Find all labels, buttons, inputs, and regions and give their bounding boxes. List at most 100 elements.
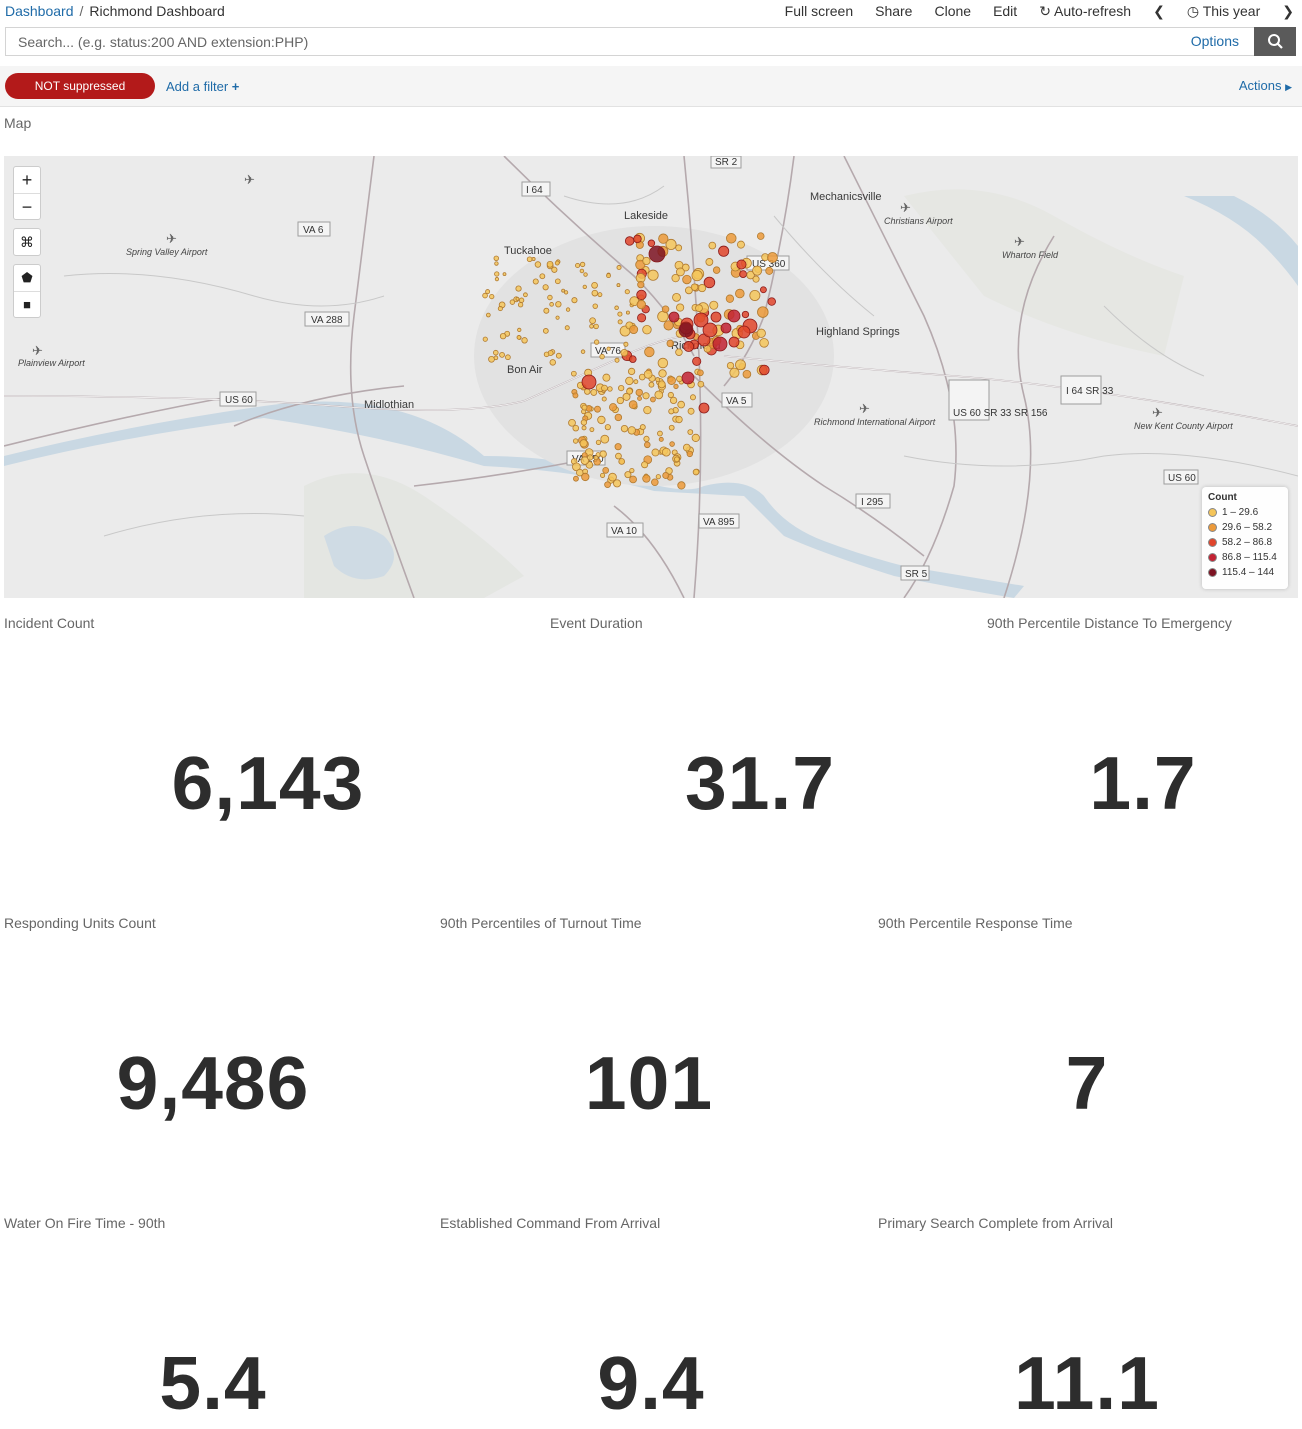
incident-marker xyxy=(735,359,746,371)
incident-marker xyxy=(485,289,491,295)
incident-marker xyxy=(614,413,623,422)
time-next-button[interactable]: ❯ xyxy=(1282,3,1294,20)
incident-marker xyxy=(616,283,621,288)
incident-marker xyxy=(497,306,503,312)
incident-marker xyxy=(614,305,619,311)
incident-marker xyxy=(691,433,700,442)
incident-marker xyxy=(509,299,516,305)
metric-value: 7 xyxy=(1065,1041,1109,1125)
incident-marker xyxy=(665,238,677,250)
edit-button[interactable]: Edit xyxy=(993,3,1018,19)
auto-refresh-button[interactable]: ↻ Auto-refresh xyxy=(1039,3,1131,20)
incident-marker xyxy=(752,275,760,283)
place-label: Wharton Field xyxy=(1002,250,1059,260)
incident-marker xyxy=(593,323,599,330)
incident-marker xyxy=(674,456,680,463)
legend-item: 58.2 – 86.8 xyxy=(1208,535,1282,550)
search-button[interactable] xyxy=(1254,27,1296,56)
time-prev-button[interactable]: ❮ xyxy=(1153,3,1165,20)
clone-button[interactable]: Clone xyxy=(934,3,972,19)
actions-link[interactable]: Actions ▶ xyxy=(1239,78,1292,93)
options-link[interactable]: Options xyxy=(1190,33,1239,49)
incident-marker xyxy=(736,259,747,270)
chevron-left-icon: ❮ xyxy=(1153,3,1165,19)
incident-marker xyxy=(622,392,631,401)
incident-marker xyxy=(614,357,620,363)
metric-title: Event Duration xyxy=(550,615,643,631)
incident-marker xyxy=(647,239,656,248)
incident-marker xyxy=(629,467,635,474)
incident-marker xyxy=(620,348,629,357)
metric-title: 90th Percentile Distance To Emergency xyxy=(987,615,1232,631)
incident-marker xyxy=(735,288,745,299)
incident-marker xyxy=(668,408,675,415)
rectangle-icon[interactable]: ■ xyxy=(14,291,40,317)
incident-marker xyxy=(580,349,586,354)
incident-marker xyxy=(555,301,562,308)
time-range-button[interactable]: ◷ This year xyxy=(1187,3,1260,20)
incident-marker xyxy=(661,447,671,457)
incident-marker xyxy=(668,424,675,431)
crop-icon[interactable]: ⌘ xyxy=(20,234,34,250)
incident-marker xyxy=(692,468,700,476)
incident-marker xyxy=(608,472,617,482)
incident-marker xyxy=(673,383,679,390)
zoom-out-button[interactable]: − xyxy=(14,193,40,219)
incident-marker xyxy=(644,346,655,358)
incident-marker xyxy=(669,441,675,447)
share-button[interactable]: Share xyxy=(875,3,913,19)
incident-marker xyxy=(655,377,661,382)
incident-marker xyxy=(532,278,539,285)
incident-marker xyxy=(617,319,623,325)
incident-marker xyxy=(561,288,566,293)
legend-swatch xyxy=(1208,568,1217,577)
incident-marker xyxy=(505,354,511,361)
metric-value: 11.1 xyxy=(1014,1341,1160,1425)
place-label: Tuckahoe xyxy=(504,245,552,257)
map-view[interactable]: Lakeside Mechanicsville Tuckahoe Spring … xyxy=(4,156,1298,598)
zoom-in-button[interactable]: + xyxy=(21,170,33,190)
incident-marker xyxy=(580,456,590,465)
incident-marker xyxy=(551,266,558,273)
map-canvas[interactable]: Lakeside Mechanicsville Tuckahoe Spring … xyxy=(4,156,1298,598)
search-input[interactable] xyxy=(6,28,1166,55)
incident-marker xyxy=(642,325,652,335)
incident-marker xyxy=(579,261,586,268)
incident-marker xyxy=(668,311,680,323)
incident-marker xyxy=(582,284,587,290)
road-shield: VA 5 xyxy=(726,396,747,407)
incident-marker xyxy=(650,396,656,403)
incident-marker xyxy=(564,325,570,331)
incident-marker xyxy=(629,355,637,363)
add-filter-link[interactable]: Add a filter + xyxy=(166,79,239,94)
incident-marker xyxy=(581,374,597,390)
incident-marker xyxy=(657,357,669,369)
filter-pill-not-suppressed[interactable]: NOT suppressed xyxy=(5,73,155,99)
metric-value: 101 xyxy=(584,1041,714,1125)
incident-marker xyxy=(765,266,774,275)
road-shield: VA 895 xyxy=(703,517,735,528)
incident-marker xyxy=(618,458,626,465)
full-screen-button[interactable]: Full screen xyxy=(784,3,854,19)
incident-marker xyxy=(648,381,655,388)
incident-marker xyxy=(657,380,666,389)
place-label: Mechanicsville xyxy=(810,191,882,203)
incident-marker xyxy=(759,338,769,348)
breadcrumb-dashboard-link[interactable]: Dashboard xyxy=(5,3,74,19)
place-label: Bon Air xyxy=(507,364,543,376)
legend-label: 29.6 – 58.2 xyxy=(1222,522,1273,533)
incident-marker xyxy=(549,359,556,366)
incident-marker xyxy=(616,396,624,405)
place-label: Highland Springs xyxy=(816,326,900,338)
incident-marker xyxy=(672,292,681,302)
incident-marker xyxy=(657,310,669,323)
time-range-label: This year xyxy=(1202,3,1261,19)
incident-marker xyxy=(482,336,488,342)
incident-marker xyxy=(580,419,588,426)
incident-marker xyxy=(629,475,637,484)
polygon-icon[interactable]: ⬟ xyxy=(21,270,33,285)
incident-marker xyxy=(614,443,622,451)
incident-marker xyxy=(642,474,651,483)
metric-value: 1.7 xyxy=(1089,741,1197,825)
incident-marker xyxy=(690,283,699,291)
